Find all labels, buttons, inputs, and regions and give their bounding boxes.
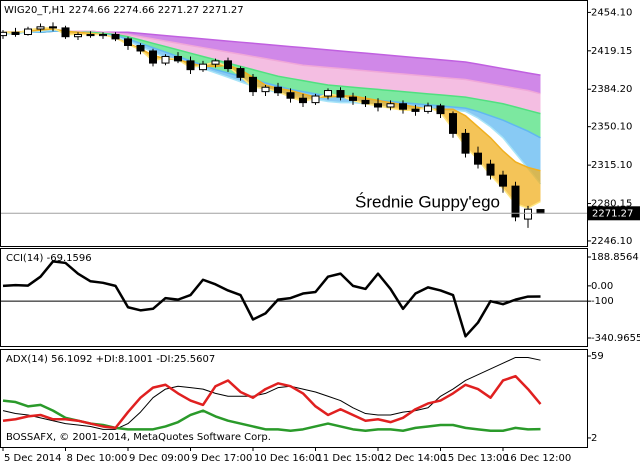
candle-body xyxy=(311,95,320,104)
cci-panel-border xyxy=(0,248,588,347)
candle-body xyxy=(11,31,20,35)
candle-body xyxy=(499,174,507,187)
x-tick-label: 9 Dec 09:00 xyxy=(129,453,190,464)
price-box xyxy=(588,206,640,221)
candle-body xyxy=(411,108,420,112)
candle-body xyxy=(224,60,232,70)
ribbon-fill xyxy=(3,31,541,114)
adx-panel-border xyxy=(0,349,588,448)
candle-body xyxy=(174,55,182,62)
candle-body xyxy=(74,33,82,38)
candle-body xyxy=(386,103,395,108)
copyright: BOSSAFX, © 2001-2014, MetaQuotes Softwar… xyxy=(6,432,271,443)
candle-body xyxy=(524,208,532,220)
candle-body xyxy=(511,185,520,218)
candle-body xyxy=(349,96,357,101)
y-tick-label: 2280.15 xyxy=(591,199,632,210)
plot-layer: 2271.27 2454.10 2419.15 2384.20 2350.10 2315.… xyxy=(0,7,640,464)
candle-body xyxy=(61,27,70,38)
candle-body xyxy=(461,132,470,154)
candle-body xyxy=(161,55,170,64)
candle-body xyxy=(124,38,132,46)
candle-body xyxy=(274,86,282,94)
candle-body xyxy=(486,163,495,176)
candle-body xyxy=(261,86,270,93)
y-tick-label: 188.8564 xyxy=(591,252,639,263)
y-tick-label: 2 xyxy=(591,433,597,444)
candle-body xyxy=(324,90,332,97)
candle-body xyxy=(136,44,145,52)
indicator-line xyxy=(2,260,541,338)
y-tick-label: 59 xyxy=(591,351,604,362)
x-tick-label: 11 Dec 15:00 xyxy=(317,453,384,464)
candle-body xyxy=(111,33,120,40)
candle-body xyxy=(149,50,157,64)
x-tick-label: 15 Dec 13:00 xyxy=(442,453,509,464)
guppy-line xyxy=(3,28,541,172)
y-tick-label: 2315.10 xyxy=(591,160,632,171)
candle-body xyxy=(474,152,482,165)
cci-title: CCI(14) -69.1596 xyxy=(6,253,92,264)
candle-body xyxy=(86,33,95,37)
main-panel-border xyxy=(0,0,588,247)
candle-body xyxy=(99,33,107,37)
candle-body xyxy=(186,60,195,71)
candle-body xyxy=(536,209,545,214)
adx-title: ADX(14) 56.1092 +DI:8.1001 -DI:25.5607 xyxy=(6,354,215,365)
candle-body xyxy=(449,113,457,134)
y-tick-label: 2454.10 xyxy=(591,7,632,18)
guppy-line xyxy=(3,30,541,115)
candle-body xyxy=(336,90,345,98)
candle-body xyxy=(361,99,370,105)
ribbon-fill xyxy=(3,30,541,184)
guppy-line xyxy=(3,30,541,95)
x-tick-label: 16 Dec 12:00 xyxy=(504,453,571,464)
ribbon-fill xyxy=(3,31,541,94)
x-tick-label: 5 Dec 2014 xyxy=(4,453,62,464)
candle-body xyxy=(199,63,207,71)
candle-body xyxy=(0,31,7,37)
candle-body xyxy=(299,97,307,104)
candle-body xyxy=(436,105,445,115)
candle-body xyxy=(211,60,220,65)
x-tick-label: 12 Dec 14:00 xyxy=(379,453,446,464)
x-tick-label: 8 Dec 10:00 xyxy=(67,453,128,464)
y-tick-label: 2419.15 xyxy=(591,46,632,57)
y-tick-label: 2384.20 xyxy=(591,84,632,95)
candle-body xyxy=(36,26,45,30)
candle-body xyxy=(399,103,407,110)
candle-body xyxy=(24,28,32,35)
annotation: Średnie Guppy'ego xyxy=(355,192,500,211)
price-label: 2271.27 xyxy=(592,208,633,219)
y-tick-label: 0.00 xyxy=(591,281,613,292)
candle-body xyxy=(49,26,57,29)
y-tick-label: 2246.10 xyxy=(591,236,632,247)
candle-body xyxy=(374,103,382,108)
x-tick-label: 10 Dec 16:00 xyxy=(254,453,321,464)
indicator-line xyxy=(2,374,542,430)
candle-body xyxy=(424,105,432,112)
indicator-line xyxy=(2,356,541,430)
candle-body xyxy=(236,68,245,78)
y-tick-label: -100 xyxy=(591,296,614,307)
main-title: WIG20_T,H1 2274.66 2274.66 2271.27 2271.… xyxy=(4,5,244,16)
candle-body xyxy=(249,76,257,93)
candle-body xyxy=(286,92,295,99)
y-tick-label: 2350.10 xyxy=(591,122,632,133)
x-tick-label: 9 Dec 17:00 xyxy=(192,453,253,464)
y-tick-label: -340.9655 xyxy=(591,333,640,344)
